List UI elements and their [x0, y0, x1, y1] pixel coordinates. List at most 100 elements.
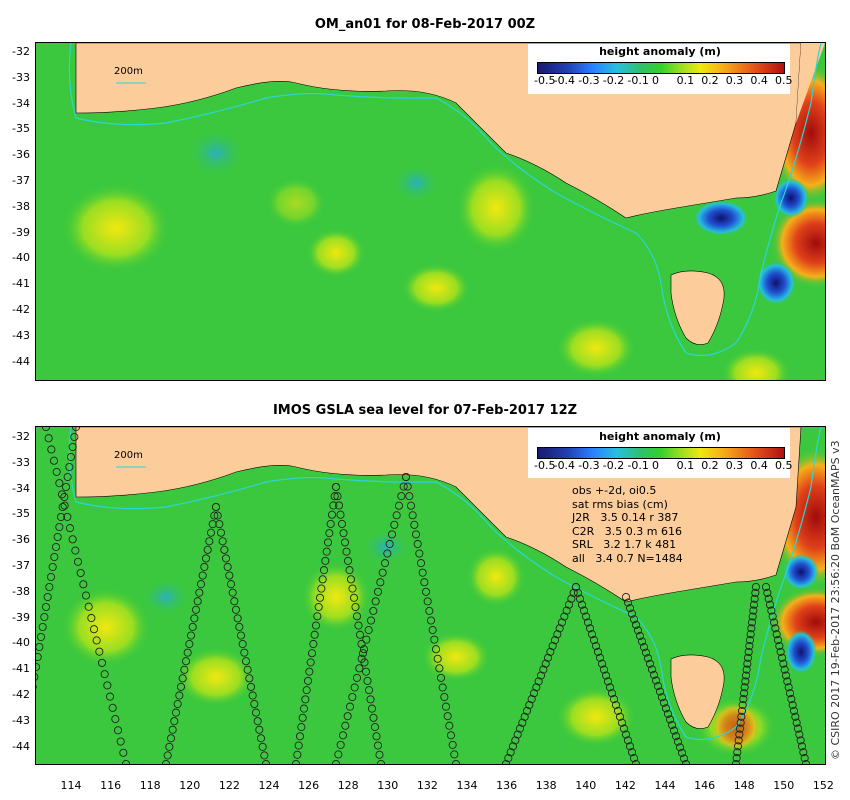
altimeter-obs-marker: [63, 472, 72, 482]
altimeter-obs-marker: [314, 602, 323, 612]
altimeter-obs-marker: [550, 636, 560, 645]
y-tick-label: -42: [12, 303, 30, 316]
altimeter-obs-marker: [735, 730, 744, 739]
altimeter-obs-marker: [65, 524, 75, 533]
altimeter-obs-marker: [560, 612, 569, 621]
altimeter-obs-marker: [309, 639, 318, 649]
x-tick-label: 116: [100, 779, 122, 792]
x-tick-label: 130: [377, 779, 399, 792]
altimeter-obs-marker: [165, 742, 174, 751]
altimeter-obs-marker: [63, 512, 72, 521]
x-tick-label: 126: [298, 779, 320, 792]
altimeter-obs-marker: [742, 665, 751, 674]
altimeter-obs-marker: [611, 700, 621, 710]
bottom-map-title: IMOS GSLA sea level for 07-Feb-2017 12Z: [272, 403, 578, 418]
legend-tick-label: -0.3: [578, 459, 600, 472]
altimeter-obs-marker: [793, 724, 803, 733]
legend-tick-label: -0.4: [553, 74, 576, 87]
altimeter-obs-marker: [185, 640, 194, 649]
top-map-panel: [35, 42, 826, 381]
altimeter-obs-marker: [425, 606, 434, 615]
altimeter-obs-marker: [394, 501, 404, 510]
altimeter-obs-marker: [366, 695, 375, 704]
altimeter-obs-marker: [230, 597, 239, 606]
altimeter-obs-marker: [191, 605, 201, 614]
altimeter-obs-marker: [741, 677, 750, 686]
stats-line: SRL 3.2 1.7 k 481: [572, 538, 677, 552]
altimeter-obs-marker: [180, 665, 189, 674]
legend-tick-label: 0.2: [701, 459, 719, 472]
altimeter-obs-marker: [795, 730, 804, 739]
altimeter-obs-marker: [89, 625, 99, 634]
altimeter-obs-marker: [323, 538, 333, 547]
altimeter-obs-marker: [532, 683, 541, 692]
legend-tick-label: -0.1: [627, 74, 649, 87]
altimeter-obs-marker: [241, 657, 251, 666]
altimeter-obs-marker: [383, 549, 392, 558]
altimeter-obs-marker: [581, 612, 591, 621]
altimeter-obs-marker: [575, 594, 585, 603]
altimeter-obs-marker: [343, 712, 352, 721]
altimeter-obs-marker: [587, 630, 597, 639]
altimeter-obs-marker: [679, 754, 689, 763]
top-map-title: OM_an01 for 08-Feb-2017 00Z: [314, 17, 536, 32]
altimeter-obs-marker: [350, 683, 359, 692]
altimeter-obs-marker: [245, 674, 254, 683]
altimeter-obs-marker: [166, 734, 176, 743]
altimeter-obs-marker: [781, 671, 791, 680]
altimeter-obs-marker: [629, 754, 639, 763]
legend-tick-label: -0.5: [534, 74, 556, 87]
altimeter-obs-marker: [430, 635, 439, 644]
x-tick-label: 144: [654, 779, 676, 792]
altimeter-obs-marker: [567, 594, 576, 603]
altimeter-obs-marker: [737, 712, 746, 721]
altimeter-obs-marker: [295, 732, 305, 741]
altimeter-obs-marker: [105, 692, 115, 701]
altimeter-obs-marker: [428, 626, 437, 635]
altimeter-obs-marker: [647, 665, 657, 674]
legend-tick-label: -0.3: [578, 74, 600, 87]
altimeter-obs-marker: [749, 606, 758, 615]
altimeter-obs-marker: [303, 676, 313, 685]
altimeter-obs-marker: [243, 665, 252, 674]
altimeter-obs-marker: [364, 626, 373, 635]
y-tick-label: -39: [12, 610, 30, 624]
altimeter-obs-marker: [331, 482, 341, 492]
altimeter-obs-marker: [119, 748, 128, 757]
altimeter-obs-marker: [322, 547, 331, 556]
altimeter-obs-marker: [218, 537, 227, 546]
altimeter-obs-marker: [336, 740, 345, 749]
altimeter-obs-marker: [47, 445, 56, 454]
altimeter-obs-marker: [623, 736, 633, 745]
altimeter-obs-marker: [364, 686, 374, 695]
altimeter-obs-marker: [251, 708, 261, 717]
x-tick-label: 122: [218, 779, 240, 792]
altimeter-obs-marker: [667, 720, 677, 730]
altimeter-obs-marker: [613, 706, 623, 715]
legend-tick-label: -0.5: [534, 459, 556, 472]
legend-tick-label: -0.2: [602, 459, 625, 472]
x-tick-label: 150: [773, 779, 795, 792]
altimeter-obs-marker: [763, 588, 772, 597]
altimeter-obs-marker: [741, 671, 751, 680]
altimeter-obs-marker: [796, 736, 805, 745]
altimeter-obs-marker: [627, 609, 637, 618]
altimeter-obs-marker: [338, 731, 348, 740]
altimeter-obs-marker: [651, 676, 661, 685]
altimeter-obs-marker: [41, 602, 51, 612]
altimeter-obs-marker: [95, 647, 104, 656]
altimeter-obs-marker: [195, 588, 204, 597]
y-tick-label: -36: [12, 148, 30, 162]
altimeter-obs-marker: [36, 673, 39, 681]
altimeter-obs-marker: [203, 545, 212, 554]
altimeter-obs-marker: [643, 654, 653, 663]
altimeter-obs-marker: [426, 616, 436, 625]
altimeter-obs-marker: [330, 492, 339, 501]
altimeter-obs-marker: [671, 732, 681, 741]
altimeter-obs-marker: [359, 645, 369, 654]
altimeter-obs-marker: [677, 748, 687, 757]
altimeter-obs-marker: [53, 532, 62, 542]
altimeter-obs-marker: [260, 751, 269, 760]
altimeter-obs-marker: [210, 511, 219, 520]
altimeter-obs-marker: [583, 618, 593, 627]
